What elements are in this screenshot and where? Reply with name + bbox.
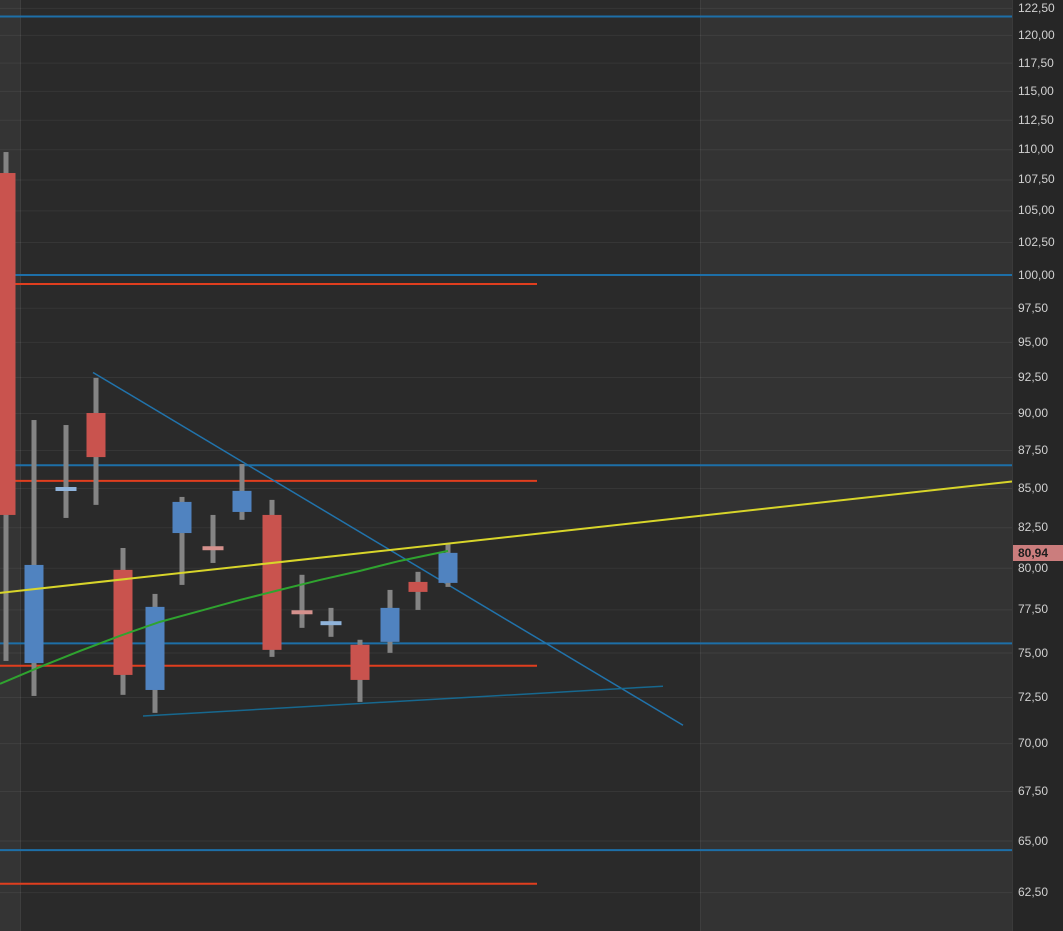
price-tick-label: 107,50 bbox=[1018, 172, 1055, 187]
candle-down bbox=[262, 514, 282, 650]
candle-down bbox=[408, 581, 428, 592]
price-tick-label: 85,00 bbox=[1018, 481, 1049, 496]
price-tick-label: 120,00 bbox=[1018, 27, 1055, 42]
price-tick-label: 95,00 bbox=[1018, 334, 1049, 349]
candle-up bbox=[145, 606, 165, 690]
price-tick-label: 122,50 bbox=[1018, 0, 1055, 15]
ascending-trendline[interactable] bbox=[142, 685, 664, 717]
price-tick-label: 105,00 bbox=[1018, 203, 1055, 218]
moving-average-line bbox=[0, 549, 449, 685]
price-tick-label: 75,00 bbox=[1018, 645, 1049, 660]
candle-down bbox=[113, 569, 133, 675]
price-tick-label: 97,50 bbox=[1018, 300, 1049, 315]
candle-down bbox=[291, 610, 313, 615]
candle-wick bbox=[179, 496, 185, 585]
yellow-trendline[interactable] bbox=[0, 480, 1012, 594]
price-tick-label: 115,00 bbox=[1018, 83, 1054, 98]
price-tick-label: 92,50 bbox=[1018, 369, 1049, 384]
last-price-label: 80,94 bbox=[1013, 544, 1063, 561]
price-tick-label: 62,50 bbox=[1018, 885, 1049, 900]
price-tick-label: 82,50 bbox=[1018, 520, 1049, 535]
candle-up bbox=[24, 564, 44, 664]
price-tick-label: 100,00 bbox=[1018, 267, 1055, 282]
price-tick-label: 77,50 bbox=[1018, 602, 1049, 617]
price-tick-label: 87,50 bbox=[1018, 442, 1049, 457]
price-tick-label: 112,50 bbox=[1018, 112, 1054, 127]
descending-trendline[interactable] bbox=[92, 371, 684, 726]
candle-up bbox=[380, 607, 400, 642]
candle-down bbox=[86, 413, 106, 458]
price-tick-label: 72,50 bbox=[1018, 690, 1049, 705]
candle-up bbox=[438, 552, 458, 583]
candle-up bbox=[232, 490, 252, 512]
price-tick-label: 80,00 bbox=[1018, 560, 1049, 575]
price-tick-label: 90,00 bbox=[1018, 405, 1049, 420]
price-tick-label: 102,50 bbox=[1018, 235, 1055, 250]
candle-down bbox=[350, 644, 370, 680]
price-tick-label: 67,50 bbox=[1018, 783, 1049, 798]
candle-wick bbox=[31, 420, 37, 696]
candle-wick bbox=[299, 574, 305, 628]
candle-down bbox=[202, 546, 224, 551]
price-tick-label: 117,50 bbox=[1018, 55, 1054, 70]
candle-up bbox=[172, 501, 192, 534]
candle-wick bbox=[63, 425, 69, 518]
candle-down bbox=[0, 173, 16, 515]
price-tick-label: 70,00 bbox=[1018, 736, 1049, 751]
price-tick-label: 65,00 bbox=[1018, 833, 1049, 848]
candlestick-chart[interactable] bbox=[0, 0, 1012, 931]
candle-up bbox=[55, 487, 77, 492]
price-tick-label: 110,00 bbox=[1018, 142, 1054, 157]
candle-up bbox=[320, 621, 342, 626]
candle-wick bbox=[210, 514, 216, 563]
price-axis[interactable]: 122,50 120,00 117,50 115,00 112,50 110,00 107,… bbox=[1012, 0, 1063, 931]
